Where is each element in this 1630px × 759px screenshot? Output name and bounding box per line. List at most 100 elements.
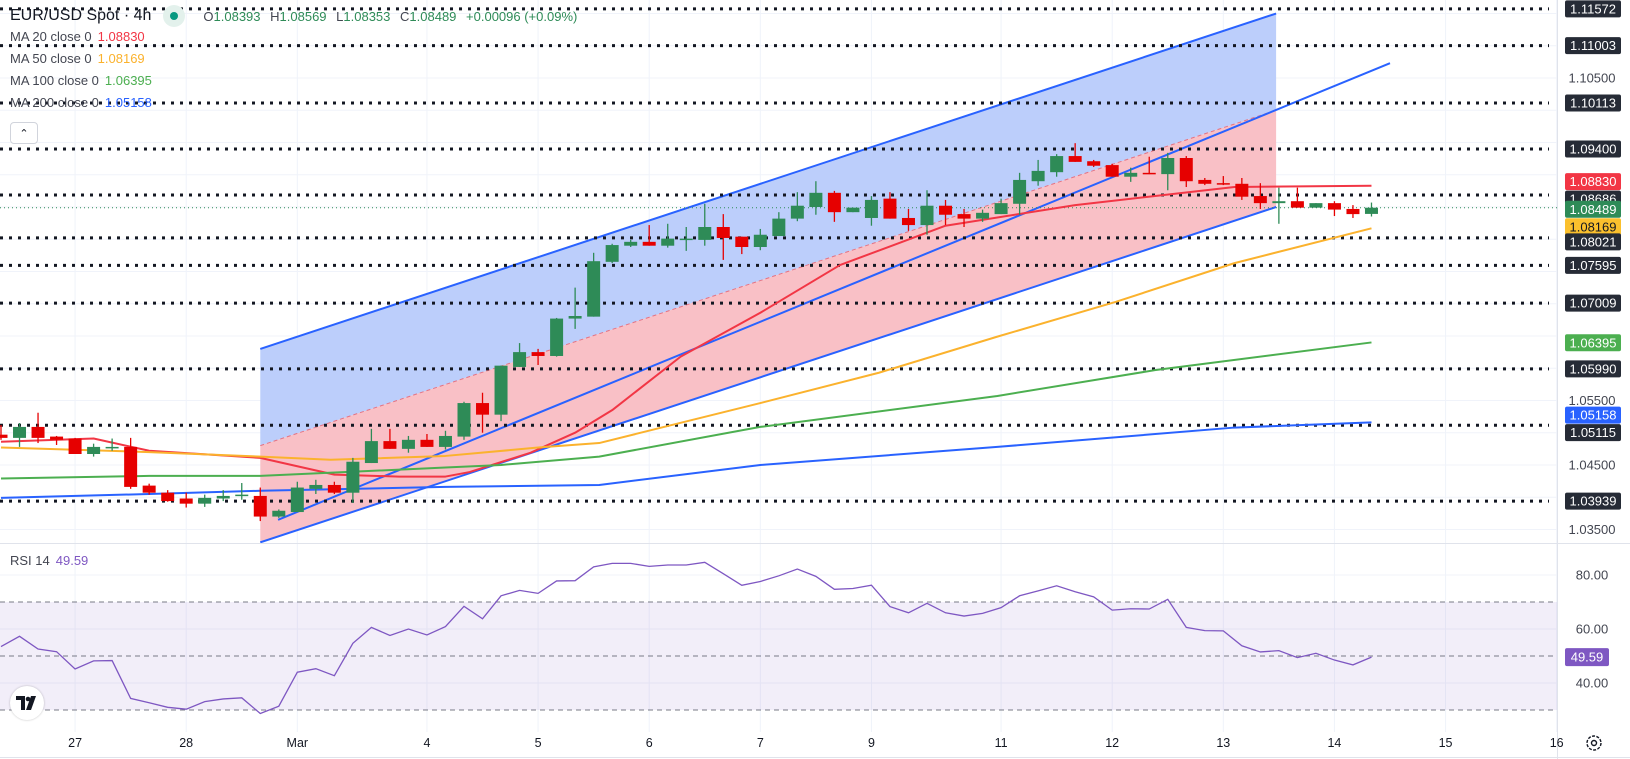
rsi-pane[interactable] <box>0 561 1557 715</box>
price-label-background <box>1565 0 1621 18</box>
candle-body <box>716 227 730 238</box>
candle <box>939 199 953 226</box>
candle <box>772 212 786 237</box>
candle-body <box>364 441 378 464</box>
time-axis-tick: 7 <box>757 736 764 750</box>
price-label-level: 1.08021 <box>1565 233 1621 251</box>
candle-body <box>642 241 656 246</box>
candle <box>1068 143 1082 162</box>
candle-body <box>476 403 490 415</box>
price-label-level: 1.05990 <box>1565 360 1621 378</box>
indicator-value: 1.08830 <box>97 29 145 44</box>
candle-body <box>31 426 45 438</box>
candle <box>1198 177 1212 186</box>
candle <box>605 243 619 264</box>
rsi-legend[interactable]: RSI 14 49.59 <box>10 553 88 568</box>
price-label-background <box>1565 424 1621 442</box>
time-axis-tick: Mar <box>287 736 309 750</box>
candle-body <box>827 192 841 213</box>
candle <box>142 483 156 495</box>
price-label-background <box>1565 94 1621 112</box>
channel-upper-line <box>259 12 1277 350</box>
rsi-line <box>0 561 1372 715</box>
indicator-value: 1.06395 <box>104 73 152 88</box>
close-value: 1.08489 <box>409 8 457 24</box>
candle <box>957 208 971 228</box>
candle-body <box>290 487 304 513</box>
candle <box>476 392 490 433</box>
candle-body <box>1142 172 1156 175</box>
candle <box>1179 156 1193 188</box>
candle-body <box>846 207 860 213</box>
candle <box>457 401 471 440</box>
price-label-level: 1.07595 <box>1565 256 1621 274</box>
candle-body <box>976 212 990 219</box>
time-axis-tick: 4 <box>423 736 430 750</box>
candle <box>309 479 323 494</box>
candle-body <box>939 205 953 215</box>
candle-body <box>864 199 878 218</box>
ohlc-values: O1.08393 H1.08569 L1.08353 C1.08489 +0.0… <box>203 9 583 24</box>
candle-body <box>920 205 934 226</box>
price-label-level: 1.09400 <box>1565 140 1621 158</box>
candle-body <box>1124 172 1138 177</box>
candle <box>87 443 101 457</box>
candle <box>827 190 841 222</box>
rsi-axis-tick: 40.00 <box>1576 676 1609 691</box>
open-value: 1.08393 <box>213 8 261 24</box>
candle-body <box>753 234 767 247</box>
candle-body <box>568 315 582 319</box>
settings-gear-icon[interactable] <box>1584 733 1604 753</box>
indicator-ma200[interactable]: MA 200 close 0 1.05158 <box>10 92 583 114</box>
candle-body <box>661 238 675 246</box>
candle-body <box>1013 179 1027 204</box>
trendline[interactable] <box>277 62 1391 521</box>
rsi-axis-tick: 80.00 <box>1576 568 1609 583</box>
time-axis-tick: 6 <box>646 736 653 750</box>
candle <box>290 481 304 513</box>
symbol-title[interactable]: EUR/USD Spot · 4h <box>10 7 152 24</box>
price-label-text: 1.06395 <box>1570 335 1617 350</box>
channel-upper-fill <box>260 13 1277 446</box>
candle-body <box>1346 208 1360 215</box>
change-value: +0.00096 (+0.09%) <box>466 8 578 24</box>
candle <box>1013 172 1027 215</box>
candle <box>864 196 878 226</box>
indicator-ma20[interactable]: MA 20 close 0 1.08830 <box>10 26 583 48</box>
candle <box>68 437 82 455</box>
tradingview-logo[interactable] <box>10 686 44 720</box>
price-label-ma100: 1.06395 <box>1565 334 1621 352</box>
candle <box>883 192 897 219</box>
candle-body <box>124 446 138 487</box>
candle <box>809 181 823 215</box>
price-label-background <box>1565 360 1621 378</box>
candle <box>587 252 601 317</box>
price-label-background <box>1565 492 1621 510</box>
candle <box>124 437 138 489</box>
candle <box>513 343 527 367</box>
candle <box>1272 187 1286 224</box>
candle-body <box>513 352 527 367</box>
price-pane[interactable] <box>0 7 1557 593</box>
open-label: O <box>203 8 214 24</box>
candle <box>235 483 249 500</box>
candle-body <box>1031 170 1045 182</box>
indicator-ma100[interactable]: MA 100 close 0 1.06395 <box>10 70 583 92</box>
candle-body <box>327 484 341 493</box>
collapse-legend-button[interactable]: ⌃ <box>10 122 38 144</box>
candle <box>976 209 990 222</box>
candle <box>735 236 749 255</box>
candle-body <box>216 495 230 499</box>
price-label-background <box>1565 37 1621 55</box>
candle-body <box>68 438 82 455</box>
indicator-ma50[interactable]: MA 50 close 0 1.08169 <box>10 48 583 70</box>
candle <box>1364 202 1378 217</box>
price-label-text: 1.05158 <box>1570 408 1617 423</box>
candle-body <box>1235 183 1249 197</box>
price-label-level: 1.05115 <box>1565 424 1621 442</box>
low-value: 1.08353 <box>343 8 391 24</box>
ma-line-ma200 <box>0 421 1372 499</box>
candle <box>550 317 564 357</box>
price-label-level: 1.10113 <box>1565 94 1621 112</box>
